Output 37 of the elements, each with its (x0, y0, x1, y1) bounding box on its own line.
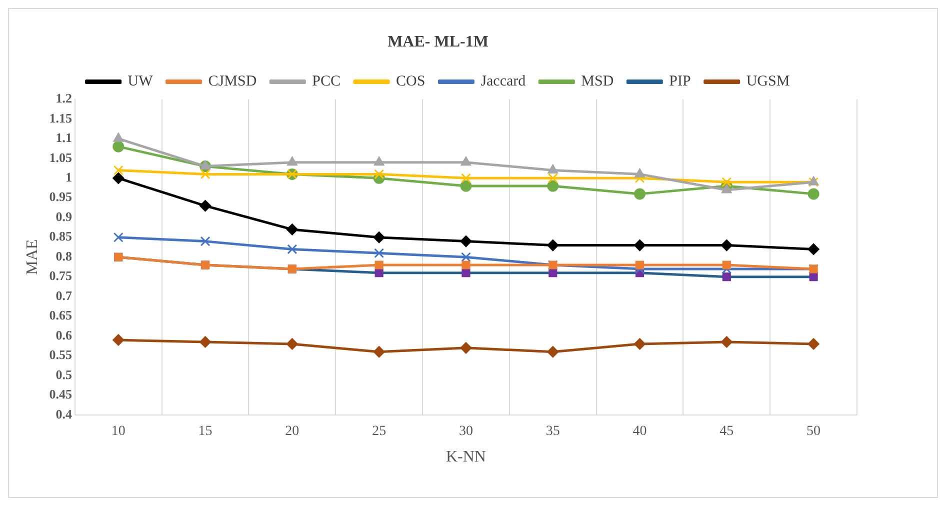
x-tick-label: 25 (372, 424, 386, 440)
x-tick-label: 35 (546, 424, 560, 440)
y-tick-label: 0.7 (56, 288, 72, 303)
y-tick-label: 0.55 (49, 347, 72, 362)
legend-label: CJMSD (208, 74, 257, 90)
y-tick-label: 1.05 (49, 150, 72, 165)
legend-label: PIP (669, 74, 691, 90)
y-tick-label: 0.65 (49, 308, 72, 323)
y-axis-title: MAE (24, 239, 41, 275)
y-tick-label: 1.2 (56, 90, 72, 106)
x-tick-label: 30 (458, 424, 473, 440)
y-tick-label: 0.5 (56, 366, 72, 382)
y-tick-label: 0.6 (56, 327, 72, 342)
legend-label: UGSM (746, 74, 790, 90)
chart-title: MAE- ML-1M (388, 34, 488, 51)
x-tick-label: 20 (285, 424, 300, 440)
y-tick-label: 1.1 (56, 130, 72, 146)
x-tick-label: 45 (720, 424, 734, 440)
legend-label: UW (128, 74, 154, 90)
y-tick-label: 0.95 (49, 189, 72, 204)
x-tick-label: 50 (806, 424, 821, 440)
y-tick-label: 1.15 (49, 110, 72, 126)
legend-label: Jaccard (480, 74, 526, 90)
y-tick-label: 0.85 (49, 228, 72, 244)
y-tick-label: 0.8 (56, 248, 72, 264)
y-tick-label: 0.9 (56, 208, 72, 224)
y-tick-label: 0.45 (49, 386, 72, 402)
legend-label: COS (396, 74, 426, 90)
legend-label: PCC (312, 74, 341, 90)
y-tick-label: 0.75 (49, 268, 72, 284)
x-tick-label: 40 (632, 424, 647, 440)
x-axis-title: K-NN (446, 448, 486, 466)
y-tick-label: 1 (65, 170, 72, 185)
x-tick-label: 10 (111, 424, 126, 440)
legend-label: MSD (581, 74, 614, 90)
x-tick-label: 15 (198, 424, 212, 440)
y-tick-label: 0.4 (56, 406, 72, 422)
